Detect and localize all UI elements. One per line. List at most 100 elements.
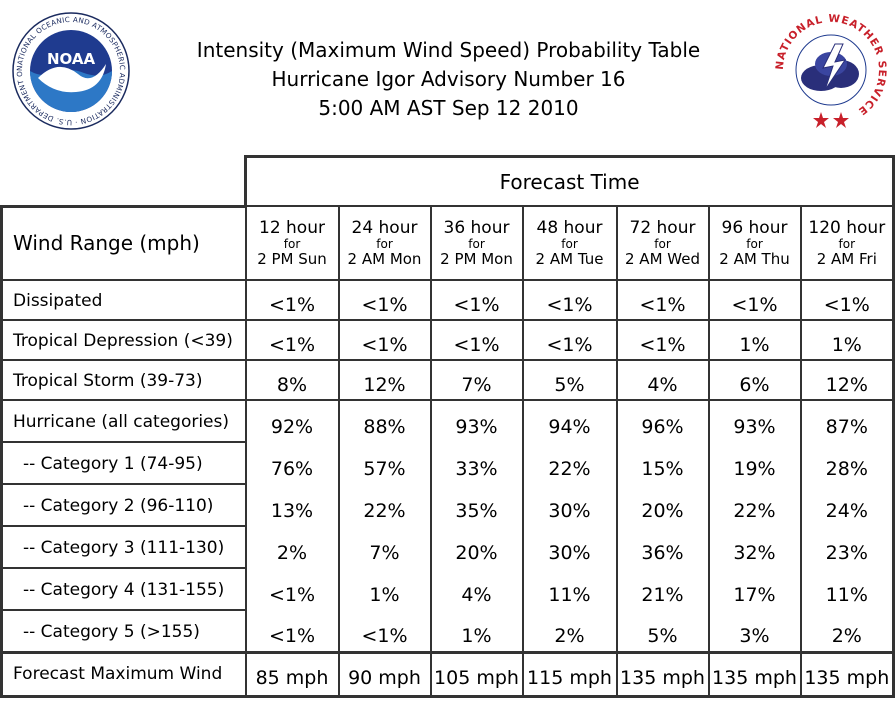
star-icon xyxy=(833,112,849,128)
probability-cell: 4% xyxy=(429,568,524,610)
probability-cell: <1% xyxy=(615,319,710,361)
probability-cell: <1% xyxy=(429,279,524,321)
probability-cell: 93% xyxy=(429,399,524,442)
column-header-hour: 48 hour xyxy=(536,217,603,238)
probability-cell: 11% xyxy=(521,568,618,610)
column-header-when: 2 AM Mon xyxy=(347,249,422,268)
probability-cell: 28% xyxy=(799,442,895,484)
probability-cell: 87% xyxy=(799,399,895,442)
probability-cell: <1% xyxy=(707,279,802,321)
table-row: Dissipated <1% <1% <1% <1% <1% <1% <1% xyxy=(0,279,895,321)
probability-cell: 1% xyxy=(429,610,524,653)
probability-cell: 1% xyxy=(799,319,895,361)
column-header-when: 2 PM Sun xyxy=(257,249,327,268)
probability-cell: 5% xyxy=(521,359,618,401)
probability-cell: 8% xyxy=(244,359,340,401)
column-header-for: for xyxy=(283,236,301,251)
row-label: -- Category 2 (96-110) xyxy=(0,483,247,527)
probability-cell: 2% xyxy=(799,610,895,653)
table-row: Tropical Depression (<39) <1% <1% <1% <1% <1%… xyxy=(0,319,895,361)
max-wind-label: Forecast Maximum Wind xyxy=(0,650,247,698)
probability-cell: 12% xyxy=(799,359,895,401)
column-header-when: 2 AM Fri xyxy=(816,249,877,268)
probability-cell: 22% xyxy=(521,442,618,484)
column-header-when: 2 PM Mon xyxy=(440,249,513,268)
probability-cell: 93% xyxy=(707,399,802,442)
table-row: -- Category 4 (131-155) <1% 1% 4% 11% 21% 17% 1… xyxy=(0,567,895,611)
column-header: 120 hour for 2 AM Fri xyxy=(799,205,895,281)
probability-cell: 22% xyxy=(337,484,432,526)
max-wind-cell: 85 mph xyxy=(244,650,340,698)
probability-cell: 2% xyxy=(244,526,340,568)
probability-cell: <1% xyxy=(244,279,340,321)
column-header-when: 2 AM Wed xyxy=(625,249,700,268)
probability-cell: 96% xyxy=(615,399,710,442)
max-wind-row: Forecast Maximum Wind 85 mph 90 mph 105 mph… xyxy=(0,650,895,698)
column-header-hour: 12 hour xyxy=(259,217,325,238)
column-header-hour: 96 hour xyxy=(721,217,788,238)
probability-cell: 57% xyxy=(337,442,432,484)
probability-cell: 20% xyxy=(429,526,524,568)
column-header-hour: 72 hour xyxy=(629,217,696,238)
probability-cell: 15% xyxy=(615,442,710,484)
probability-cell: 35% xyxy=(429,484,524,526)
advisory-time: 5:00 AM AST Sep 12 2010 xyxy=(318,96,579,120)
blank-corner xyxy=(2,157,246,207)
probability-cell: <1% xyxy=(615,279,710,321)
probability-cell: 23% xyxy=(799,526,895,568)
probability-cell: 4% xyxy=(615,359,710,401)
row-label: Tropical Storm (39-73) xyxy=(0,359,247,401)
probability-cell: <1% xyxy=(337,319,432,361)
probability-cell: 21% xyxy=(615,568,710,610)
probability-cell: 5% xyxy=(615,610,710,653)
max-wind-cell: 135 mph xyxy=(615,650,710,698)
probability-cell: 1% xyxy=(707,319,802,361)
probability-cell: 20% xyxy=(615,484,710,526)
column-header-for: for xyxy=(654,236,671,251)
probability-cell: 24% xyxy=(799,484,895,526)
probability-cell: <1% xyxy=(337,610,432,653)
probability-cell: 76% xyxy=(244,442,340,484)
table-row: -- Category 2 (96-110) 13% 22% 35% 30% 20% 22%… xyxy=(0,483,895,527)
probability-cell: 12% xyxy=(337,359,432,401)
noaa-logo: NATIONAL OCEANIC AND ATMOSPHERIC ADMINIS… xyxy=(12,12,130,130)
max-wind-cell: 135 mph xyxy=(799,650,895,698)
row-label: Dissipated xyxy=(0,279,247,321)
row-label: Hurricane (all categories) xyxy=(0,399,247,443)
table-row: Hurricane (all categories) 92% 88% 93% 94% 96… xyxy=(0,399,895,443)
column-header-for: for xyxy=(561,236,578,251)
column-header: 96 hour for 2 AM Thu xyxy=(707,205,802,281)
column-header: 72 hour for 2 AM Wed xyxy=(615,205,710,281)
probability-cell: 7% xyxy=(429,359,524,401)
column-header: 36 hour for 2 PM Mon xyxy=(429,205,524,281)
probability-cell: 11% xyxy=(799,568,895,610)
column-header: 12 hour for 2 PM Sun xyxy=(244,205,340,281)
page-title: Intensity (Maximum Wind Speed) Probabili… xyxy=(196,38,701,62)
probability-cell: <1% xyxy=(244,610,340,653)
max-wind-cell: 115 mph xyxy=(521,650,618,698)
column-header-for: for xyxy=(746,236,763,251)
column-header: 24 hour for 2 AM Mon xyxy=(337,205,432,281)
nws-logo: NATIONAL WEATHER SERVICE xyxy=(775,13,887,128)
probability-cell: 6% xyxy=(707,359,802,401)
title-block: Intensity (Maximum Wind Speed) Probabili… xyxy=(150,36,747,123)
probability-cell: <1% xyxy=(244,568,340,610)
star-icon xyxy=(813,112,829,128)
column-header-for: for xyxy=(838,236,856,251)
probability-cell: 33% xyxy=(429,442,524,484)
table-row: -- Category 1 (74-95) 76% 57% 33% 22% 15% 19% 2… xyxy=(0,441,895,485)
table-row: Tropical Storm (39-73) 8% 12% 7% 5% 4% 6% 12% xyxy=(0,359,895,401)
forecast-time-header: Forecast Time xyxy=(243,155,895,207)
column-header-hour: 24 hour xyxy=(351,217,418,238)
probability-cell: 1% xyxy=(337,568,432,610)
probability-cell: <1% xyxy=(521,319,618,361)
row-label: Tropical Depression (<39) xyxy=(0,319,247,361)
probability-cell: 94% xyxy=(521,399,618,442)
probability-cell: <1% xyxy=(799,279,895,321)
column-header-when: 2 AM Thu xyxy=(719,249,790,268)
table-row: -- Category 3 (111-130) 2% 7% 20% 30% 36% 32% 2… xyxy=(0,525,895,569)
probability-cell: 88% xyxy=(337,399,432,442)
header: NATIONAL OCEANIC AND ATMOSPHERIC ADMINIS… xyxy=(0,0,895,140)
column-header-when: 2 AM Tue xyxy=(535,249,604,268)
probability-cell: <1% xyxy=(521,279,618,321)
